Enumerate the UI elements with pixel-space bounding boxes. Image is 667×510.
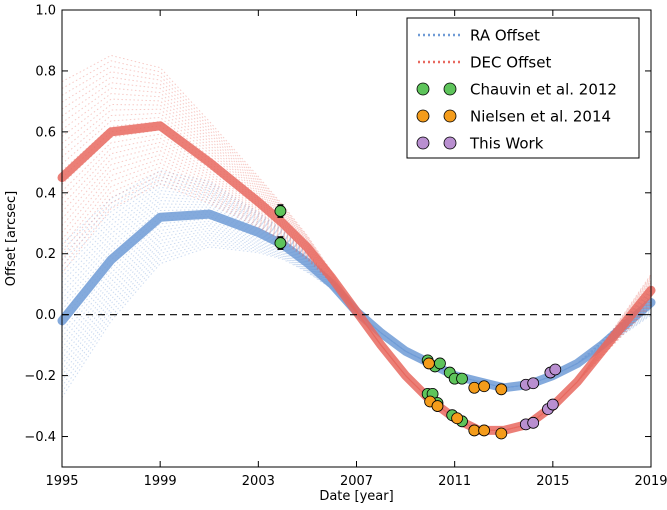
legend-label: This Work (469, 135, 544, 153)
data-point (274, 237, 287, 249)
x-tick-label: 2019 (634, 474, 667, 489)
model-track (61, 208, 652, 389)
model-track (61, 87, 652, 431)
legend-marker (443, 109, 457, 123)
legend-label: RA Offset (470, 27, 540, 45)
legend-item: This Work (416, 135, 544, 153)
x-tick-label: 1995 (45, 474, 78, 489)
model-track (61, 150, 652, 431)
data-point (478, 380, 491, 393)
data-point (468, 381, 481, 394)
data-point (546, 398, 559, 411)
legend: RA Offset DEC Offset Chauvin et al. 2012 Ni… (406, 17, 640, 159)
data-points (274, 204, 562, 440)
x-tick-label: 2007 (340, 474, 373, 489)
model-track (61, 116, 652, 431)
legend-item: DEC Offset (418, 54, 551, 72)
x-tick-label: 2003 (242, 474, 275, 489)
model-track (61, 133, 652, 431)
legend-marker (416, 136, 430, 150)
model-track (61, 218, 652, 389)
x-axis-label: Date [year] (319, 489, 393, 504)
model-track (61, 215, 652, 389)
y-tick-label: −0.4 (24, 430, 56, 445)
legend-marker (416, 82, 430, 96)
data-point (549, 363, 562, 376)
y-tick-label: −0.2 (24, 369, 56, 384)
legend-label: Nielsen et al. 2014 (470, 108, 611, 126)
model-track (61, 211, 652, 389)
model-track (61, 183, 652, 389)
y-axis-label: Offset [arcsec] (4, 191, 19, 286)
model-track (61, 112, 652, 431)
model-track (61, 137, 652, 431)
model-track (61, 162, 652, 431)
legend-item: Nielsen et al. 2014 (416, 108, 611, 126)
model-track (61, 121, 652, 431)
data-point (468, 424, 481, 437)
model-track (61, 244, 652, 393)
model-track (61, 176, 652, 389)
model-track (61, 213, 652, 389)
data-point (451, 412, 464, 425)
model-track (61, 193, 652, 389)
y-tick-label: 0.2 (35, 247, 56, 262)
model-track (61, 173, 652, 389)
x-tick-label: 2015 (536, 474, 569, 489)
data-point (495, 383, 508, 396)
data-point (431, 400, 444, 412)
y-tick-label: 1.0 (35, 4, 56, 19)
x-tick-label: 1999 (144, 474, 177, 489)
legend-marker (443, 82, 457, 96)
model-track-core (57, 209, 656, 393)
y-tick-label: 0.0 (35, 308, 56, 323)
model-track (61, 186, 652, 389)
data-point (274, 205, 287, 217)
legend-label: DEC Offset (470, 54, 551, 72)
legend-marker (416, 109, 430, 123)
model-track (61, 183, 652, 431)
legend-label: Chauvin et al. 2012 (470, 81, 617, 99)
legend-marker (443, 136, 457, 150)
legend-item: Chauvin et al. 2012 (416, 81, 617, 99)
x-tick-label: 2011 (438, 474, 471, 489)
data-point (527, 377, 540, 390)
model-track (61, 125, 652, 431)
legend-item: RA Offset (418, 27, 540, 45)
axis-ticks: 1995 1999 2003 2007 2011 2015 2019 −0.4 −0.2 0.0 0… (24, 4, 667, 490)
model-track (61, 141, 652, 431)
model-track (61, 203, 652, 389)
data-point (495, 427, 508, 440)
data-point (422, 357, 435, 370)
data-point (478, 424, 491, 437)
data-point (434, 357, 446, 370)
model-track (61, 170, 652, 389)
model-track (61, 206, 652, 389)
legend-items: RA Offset DEC Offset Chauvin et al. 2012 Ni… (416, 27, 617, 153)
y-tick-label: 0.8 (35, 64, 56, 79)
y-tick-label: 0.6 (35, 125, 56, 140)
data-point (456, 372, 468, 385)
model-track (61, 154, 652, 431)
data-point (527, 416, 540, 429)
y-tick-label: 0.4 (35, 186, 56, 201)
model-track-core (57, 121, 656, 435)
model-track (61, 158, 652, 431)
